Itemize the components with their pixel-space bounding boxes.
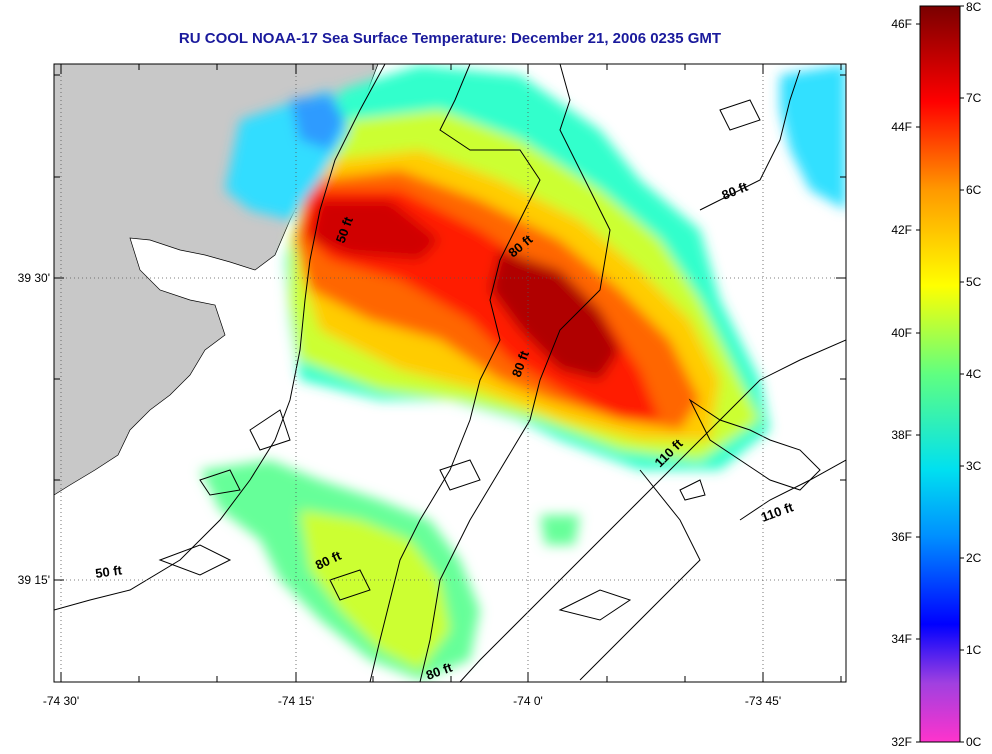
colorbar-c-label: 2C [966, 551, 982, 565]
x-tick-marks [60, 64, 842, 682]
colorbar-c-label: 5C [966, 275, 982, 289]
colorbar-ticks [916, 5, 964, 743]
map-title: RU COOL NOAA-17 Sea Surface Temperature:… [178, 30, 722, 47]
colorbar-c-label: 3C [966, 459, 982, 473]
colorbar-f-label: 44F [891, 120, 912, 134]
y-tick-label: 39 30' [18, 271, 50, 285]
colorbar-c-label: 1C [966, 643, 982, 657]
colorbar-f-label: 42F [891, 223, 912, 237]
colorbar-f-label: 34F [891, 632, 912, 646]
colorbar-c-label: 8C [966, 0, 982, 14]
y-tick-label: 39 15' [18, 573, 50, 587]
x-tick-label: -73 45' [745, 694, 781, 708]
sst-field [200, 64, 846, 680]
x-tick-label: -74 0' [513, 694, 543, 708]
y-tick-marks [54, 74, 846, 581]
colorbar-f-label: 36F [891, 530, 912, 544]
x-tick-label: -74 15' [278, 694, 314, 708]
colorbar-c-label: 0C [966, 735, 982, 749]
grid-lines [54, 64, 846, 682]
colorbar-c-label: 7C [966, 91, 982, 105]
colorbar-f-label: 38F [891, 428, 912, 442]
colorbar-f-label: 40F [891, 326, 912, 340]
colorbar-f-label: 46F [891, 17, 912, 31]
colorbar-f-label: 32F [891, 735, 912, 749]
colorbar-c-label: 4C [966, 367, 982, 381]
colorbar-c-label: 6C [966, 183, 982, 197]
colorbar [919, 5, 961, 743]
plot-frame [53, 63, 847, 683]
contour-label: 50 ft [94, 562, 123, 581]
x-tick-label: -74 30' [43, 694, 79, 708]
